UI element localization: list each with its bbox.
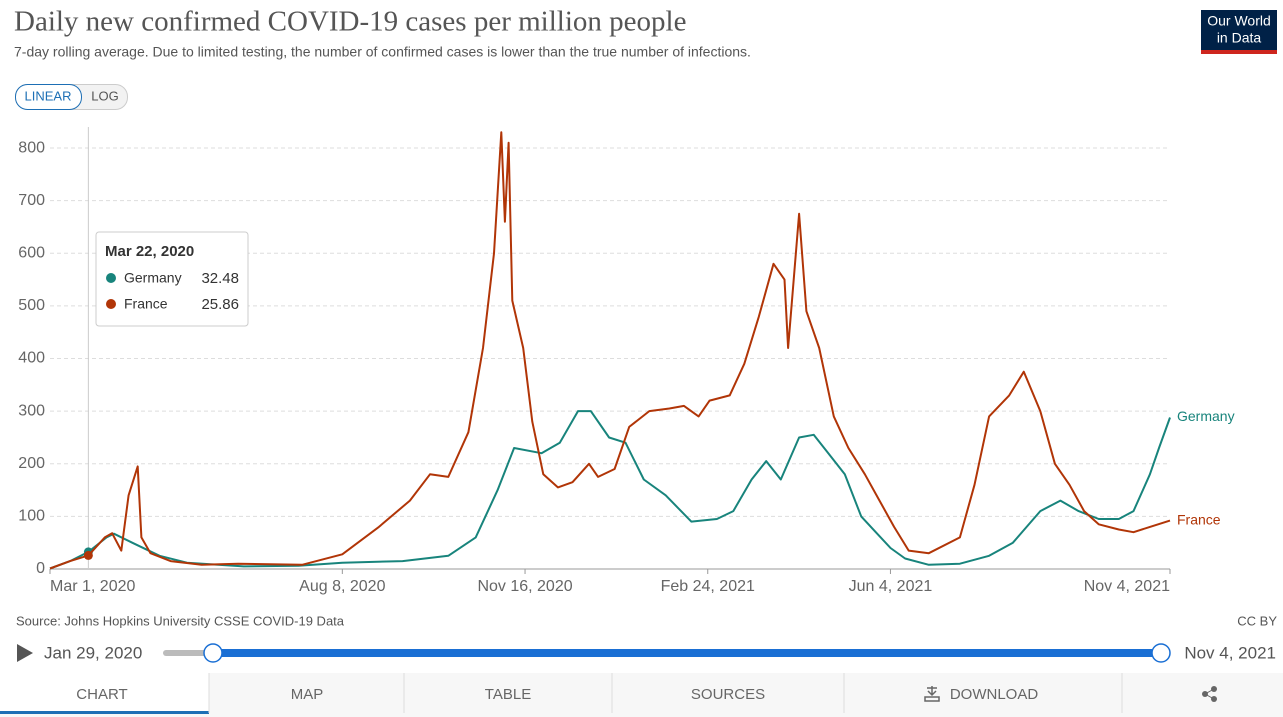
tab[interactable]: TABLE — [485, 686, 531, 703]
tab-bar — [0, 673, 1283, 717]
timeline-handle[interactable] — [1151, 643, 1171, 663]
log-button[interactable]: LOG — [91, 88, 118, 103]
linear-button[interactable] — [15, 84, 82, 110]
tooltip-name: Germany — [124, 270, 182, 286]
timeline-track — [163, 650, 213, 656]
x-tick-label: Aug 8, 2020 — [299, 578, 385, 595]
x-tick-label: Nov 16, 2020 — [477, 578, 572, 595]
series-line — [49, 410, 1171, 570]
timeline-start: Jan 29, 2020 — [44, 643, 142, 662]
x-tick-label: Jun 4, 2021 — [849, 578, 933, 595]
tab[interactable]: SOURCES — [691, 686, 765, 703]
tooltip-value: 25.86 — [201, 296, 239, 313]
logo-bar — [1201, 50, 1277, 54]
tooltip-date: Mar 22, 2020 — [105, 243, 194, 260]
tab-underline — [0, 711, 209, 714]
y-tick-label: 0 — [36, 560, 45, 577]
tooltip-value: 32.48 — [201, 270, 239, 287]
linear-label: LINEAR — [25, 88, 72, 103]
plot: 0 100 200 300 400 500 600 700 800 Mar 1, 2020 Aug … — [18, 127, 1235, 595]
timeline-range — [213, 649, 1161, 657]
logo[interactable] — [1201, 10, 1277, 52]
play-button[interactable] — [17, 644, 33, 662]
y-tick-label: 400 — [18, 350, 45, 367]
hover-dot — [83, 550, 93, 560]
timeline-end: Nov 4, 2021 — [1184, 643, 1276, 662]
tab[interactable]: MAP — [291, 686, 324, 703]
license: CC BY — [1237, 613, 1277, 628]
logo-text: in Data — [1217, 30, 1262, 46]
tab-dividers — [208, 673, 1123, 713]
subtitle: 7-day rolling average. Due to limited te… — [14, 44, 751, 60]
timeline-handle[interactable] — [203, 643, 223, 663]
tab[interactable]: CHART — [76, 686, 127, 703]
download-icon — [924, 686, 940, 702]
tooltip-box — [95, 231, 249, 327]
y-tick-label: 500 — [18, 297, 45, 314]
y-tick-label: 300 — [18, 402, 45, 419]
title: Daily new confirmed COVID-19 cases per m… — [14, 6, 686, 38]
end-label: France — [1177, 511, 1221, 527]
series-line — [49, 131, 1171, 570]
tooltip-swatch — [106, 273, 116, 283]
y-tick-label: 200 — [18, 455, 45, 472]
tooltip-name: France — [124, 296, 168, 312]
tooltip-swatch — [106, 299, 116, 309]
logo-text: Our World — [1207, 13, 1271, 29]
y-tick-label: 100 — [18, 508, 45, 525]
x-tick-label: Mar 1, 2020 — [50, 578, 135, 595]
x-tick-label: Nov 4, 2021 — [1084, 578, 1170, 595]
x-tick-label: Feb 24, 2021 — [661, 578, 755, 595]
source: Source: Johns Hopkins University CSSE CO… — [16, 613, 345, 628]
y-tick-label: 600 — [18, 245, 45, 262]
tooltip: Mar 22, 2020 Germany 32.48 France 25.86 — [95, 231, 249, 327]
y-tick-label: 700 — [18, 192, 45, 209]
tab[interactable]: DOWNLOAD — [950, 686, 1039, 703]
end-label: Germany — [1177, 408, 1235, 424]
tab-active — [0, 673, 209, 713]
share-icon[interactable] — [1202, 686, 1217, 702]
y-tick-label: 800 — [18, 139, 45, 156]
